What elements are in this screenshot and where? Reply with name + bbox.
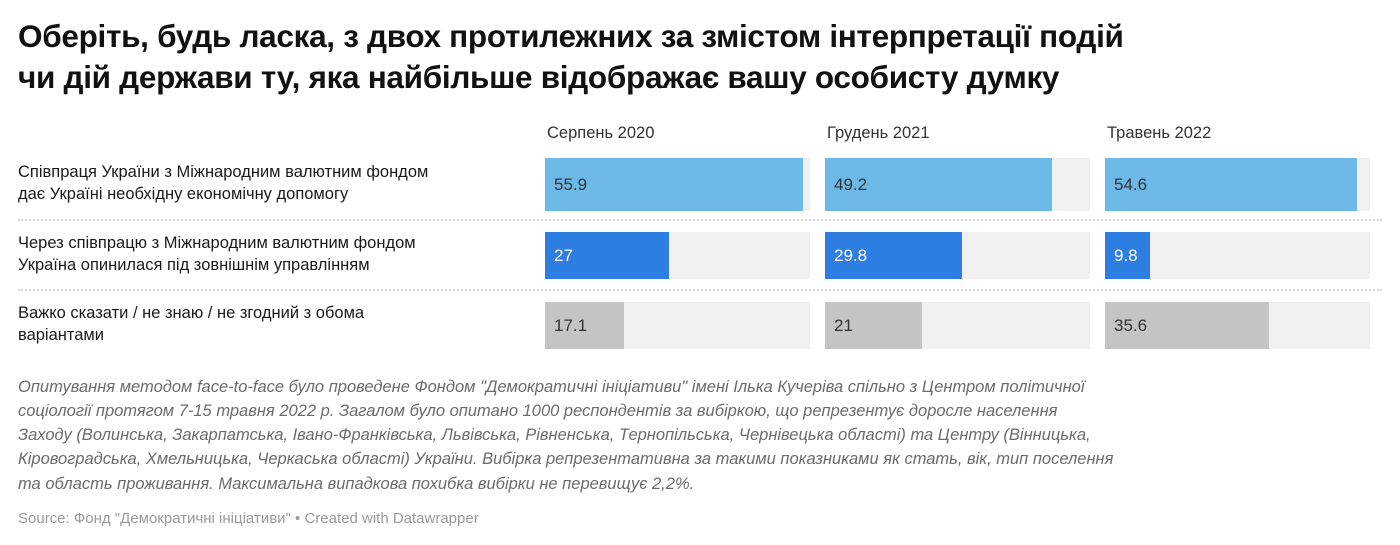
column-header-2: Травень 2022 xyxy=(1107,124,1212,143)
table-row: Через співпрацю з Міжнародним валютним ф… xyxy=(18,221,1382,289)
row-1-cell-1: 29.8 xyxy=(825,231,1090,279)
bar-track: 55.9 xyxy=(545,157,810,211)
bar-0-2: 54.6 xyxy=(1105,157,1357,211)
row-label-1-line-1: Через співпрацю з Міжнародним валютним ф… xyxy=(18,234,416,253)
row-2-cell-0: 17.1 xyxy=(545,301,810,349)
row-label-1-line-2: Україна опинилася під зовнішнім управлін… xyxy=(18,256,370,275)
row-label-1: Через співпрацю з Міжнародним валютним ф… xyxy=(18,221,545,289)
table-row: Важко сказати / не знаю / не згодний з о… xyxy=(18,291,1382,359)
row-label-0-line-1: Співпраця України з Міжнародним валютним… xyxy=(18,163,429,182)
bar-track: 21 xyxy=(825,301,1090,349)
bar-value-label: 54.6 xyxy=(1114,174,1148,194)
table-row: Співпраця України з Міжнародним валютним… xyxy=(18,149,1382,219)
bar-1-2: 9.8 xyxy=(1105,231,1151,279)
column-header-0: Серпень 2020 xyxy=(547,124,655,143)
bar-value-label: 29.8 xyxy=(834,245,868,265)
page-title-line-2: чи дій держави ту, яка найбільше відобра… xyxy=(18,58,1060,95)
bar-value-label: 21 xyxy=(834,315,853,335)
row-0-cells: 55.9 49.2 xyxy=(545,149,1382,219)
row-label-0: Співпраця України з Міжнародним валютним… xyxy=(18,149,545,219)
row-1-cells: 27 29.8 xyxy=(545,221,1382,289)
page-title: Оберіть, будь ласка, з двох протилежних … xyxy=(18,0,1386,97)
bar-2-2: 35.6 xyxy=(1105,301,1270,349)
row-label-2-line-1: Важко сказати / не знаю / не згодний з о… xyxy=(18,304,365,323)
row-separator xyxy=(18,289,1382,292)
bar-value-label: 55.9 xyxy=(554,174,588,194)
bar-track: 35.6 xyxy=(1105,301,1370,349)
footnote-line-1: Опитування методом face-to-face було про… xyxy=(18,378,1085,397)
row-separator xyxy=(18,219,1382,222)
column-header-row: Серпень 2020 Грудень 2021 Травень 2022 xyxy=(18,115,1382,143)
source-credit: Source: Фонд "Демократичні ініціативи" •… xyxy=(18,509,479,527)
bar-2-0: 17.1 xyxy=(545,301,624,349)
bar-0-1: 49.2 xyxy=(825,157,1052,211)
row-0-cell-2: 54.6 xyxy=(1105,157,1370,211)
bar-value-label: 27 xyxy=(554,245,573,265)
bar-track: 29.8 xyxy=(825,231,1090,279)
row-0-cell-1: 49.2 xyxy=(825,157,1090,211)
row-2-cells: 17.1 21 xyxy=(545,291,1382,359)
footnote: Опитування методом face-to-face було про… xyxy=(18,375,1388,495)
bar-value-label: 49.2 xyxy=(834,174,868,194)
footnote-line-4: Кіровоградська, Хмельницька, Черкаська о… xyxy=(18,450,1114,469)
row-2-cell-1: 21 xyxy=(825,301,1090,349)
row-label-2-line-2: варіантами xyxy=(18,326,104,345)
row-1-cell-2: 9.8 xyxy=(1105,231,1370,279)
bar-value-label: 35.6 xyxy=(1114,315,1148,335)
row-1-cell-0: 27 xyxy=(545,231,810,279)
row-2-cell-2: 35.6 xyxy=(1105,301,1370,349)
bar-1-0: 27 xyxy=(545,231,670,279)
page-title-line-1: Оберіть, будь ласка, з двох протилежних … xyxy=(18,18,1124,54)
bar-chart: Серпень 2020 Грудень 2021 Травень 2022 С… xyxy=(18,115,1382,359)
bar-track: 54.6 xyxy=(1105,157,1370,211)
row-label-0-line-2: дає Україні необхідну економічну допомог… xyxy=(18,185,349,204)
footnote-line-2: соціології протягом 7-15 травня 2022 р. … xyxy=(18,402,1058,421)
bar-track: 49.2 xyxy=(825,157,1090,211)
bar-1-1: 29.8 xyxy=(825,231,963,279)
row-label-2: Важко сказати / не знаю / не згодний з о… xyxy=(18,291,545,359)
bar-0-0: 55.9 xyxy=(545,157,803,211)
footnote-line-5: та область проживання. Максимальна випад… xyxy=(18,474,695,493)
bar-track: 17.1 xyxy=(545,301,810,349)
bar-track: 27 xyxy=(545,231,810,279)
column-header-1: Грудень 2021 xyxy=(827,124,930,143)
bar-track: 9.8 xyxy=(1105,231,1370,279)
bar-2-1: 21 xyxy=(825,301,922,349)
chart-rows: Співпраця України з Міжнародним валютним… xyxy=(18,149,1382,359)
row-0-cell-0: 55.9 xyxy=(545,157,810,211)
bar-value-label: 17.1 xyxy=(554,315,588,335)
footnote-line-3: Заходу (Волинська, Закарпатська, Івано-Ф… xyxy=(18,426,1091,445)
bar-value-label: 9.8 xyxy=(1114,245,1138,265)
